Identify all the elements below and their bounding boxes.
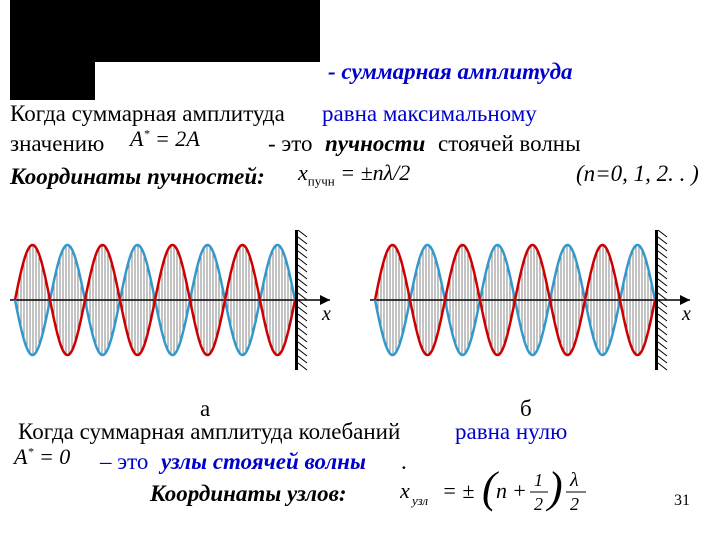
page-number: 31 [674, 492, 690, 510]
text-when-zero: Когда суммарная амплитуда колебаний [18, 418, 400, 446]
text-nodes: узлы стоячей волны [161, 448, 366, 476]
formula-x-antinode: xпучн = ±nλ/2 [298, 160, 410, 189]
svg-text:+: + [512, 478, 527, 503]
chart-a: x [10, 205, 350, 395]
text-equals-zero: равна нулю [455, 418, 567, 446]
svg-text:λ: λ [569, 469, 579, 491]
svg-text:x: x [321, 303, 331, 325]
text-standing-wave: стоячей волны [438, 130, 581, 158]
text-dash-eto: – это [100, 448, 148, 476]
text-n-values: (n=0, 1, 2. . ) [576, 160, 699, 188]
text-antinode-coords: Координаты пучностей: [10, 163, 265, 191]
text-equals-max: равна максимальному [322, 100, 537, 128]
svg-text:1: 1 [534, 470, 543, 490]
text-when-amplitude: Когда суммарная амплитуда [10, 100, 285, 128]
formula-a-zero: A* = 0 [14, 444, 70, 470]
svg-text:узл: узл [410, 493, 428, 508]
text-value: значению [10, 130, 104, 158]
redaction-box-2 [10, 0, 95, 100]
text-eto: - это [268, 130, 313, 158]
formula-a-2a: A* = 2A [130, 126, 200, 152]
svg-text:= ±: = ± [442, 478, 474, 503]
chart-b: x [370, 205, 710, 395]
svg-text:x: x [400, 478, 410, 503]
svg-text:): ) [545, 463, 563, 512]
formula-x-node: x узл = ± ( n + 1 2 ) λ 2 [400, 460, 620, 520]
text-node-coords: Координаты узлов: [150, 480, 347, 508]
text-antinodes: пучности [325, 130, 425, 158]
svg-text:2: 2 [570, 494, 579, 514]
title-summary-amplitude: - суммарная амплитуда [328, 58, 573, 86]
svg-text:2: 2 [534, 494, 543, 514]
svg-text:n: n [496, 478, 507, 503]
svg-text:x: x [681, 303, 691, 325]
